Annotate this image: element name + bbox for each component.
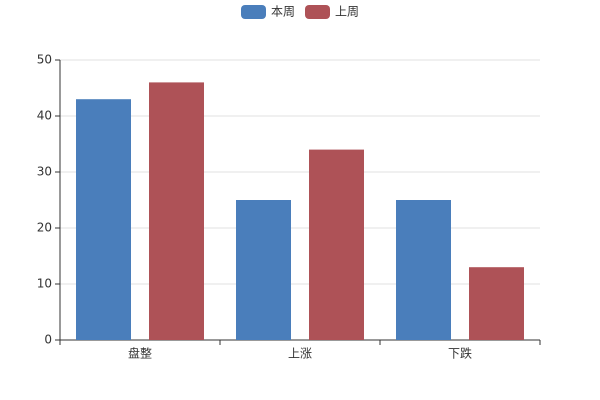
legend-swatch bbox=[241, 5, 266, 19]
y-tick-label: 40 bbox=[37, 109, 52, 123]
bar bbox=[396, 200, 451, 340]
x-tick-label: 上涨 bbox=[288, 346, 312, 361]
y-tick-label: 0 bbox=[44, 333, 52, 347]
y-tick-label: 50 bbox=[37, 53, 52, 67]
bar bbox=[469, 267, 524, 340]
legend-swatch bbox=[305, 5, 330, 19]
legend-label: 上周 bbox=[335, 5, 359, 19]
bar bbox=[76, 99, 131, 340]
legend-label: 本周 bbox=[271, 5, 295, 19]
bar bbox=[309, 149, 364, 340]
x-tick-label: 下跌 bbox=[448, 346, 472, 361]
y-tick-label: 10 bbox=[37, 277, 52, 291]
bar bbox=[236, 200, 291, 340]
x-tick-label: 盘整 bbox=[128, 346, 152, 361]
y-tick-label: 30 bbox=[37, 165, 52, 179]
bar bbox=[149, 82, 204, 341]
y-tick-label: 20 bbox=[37, 221, 52, 235]
